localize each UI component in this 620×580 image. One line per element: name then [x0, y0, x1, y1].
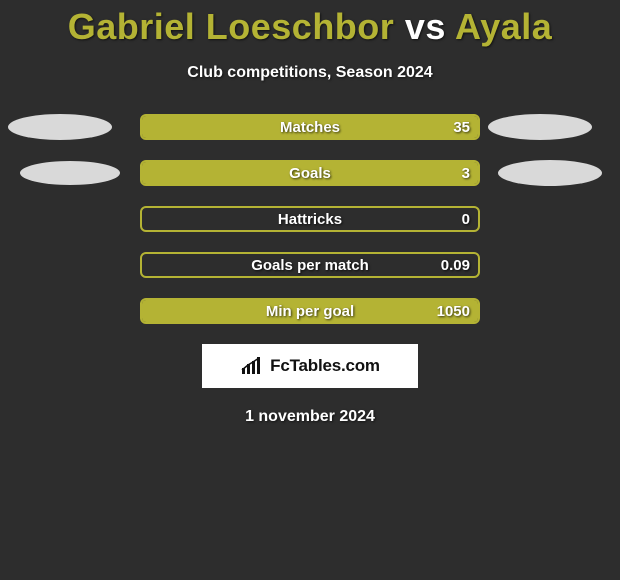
stat-row: Min per goal1050: [0, 298, 620, 324]
vs-text: vs: [405, 6, 446, 47]
stat-label: Matches: [142, 116, 478, 138]
left-ellipse: [8, 114, 112, 140]
stat-bar: Min per goal1050: [140, 298, 480, 324]
stat-label: Min per goal: [142, 300, 478, 322]
stat-value: 1050: [437, 300, 470, 322]
stat-rows: Matches35 Goals3 Hattricks0 Goals per match…: [0, 114, 620, 324]
stat-value: 0.09: [441, 254, 470, 276]
player1-name: Gabriel Loeschbor: [68, 6, 395, 47]
stat-value: 3: [462, 162, 470, 184]
stat-bar: Matches35: [140, 114, 480, 140]
player2-name: Ayala: [455, 6, 552, 47]
stat-row: Hattricks0: [0, 206, 620, 232]
right-ellipse: [488, 114, 592, 140]
stat-bar: Goals3: [140, 160, 480, 186]
right-ellipse: [498, 160, 602, 186]
stat-label: Goals: [142, 162, 478, 184]
brand-text: FcTables.com: [270, 356, 380, 376]
stat-row: Goals per match0.09: [0, 252, 620, 278]
stat-label: Hattricks: [142, 208, 478, 230]
brand-badge: FcTables.com: [202, 344, 418, 388]
stat-bar: Hattricks0: [140, 206, 480, 232]
comparison-title: Gabriel Loeschbor vs Ayala: [0, 0, 620, 48]
stat-row: Goals3: [0, 160, 620, 186]
left-ellipse: [20, 161, 120, 185]
stat-bar: Goals per match0.09: [140, 252, 480, 278]
stat-value: 0: [462, 208, 470, 230]
stat-label: Goals per match: [142, 254, 478, 276]
bar-chart-icon: [240, 356, 264, 376]
subtitle: Club competitions, Season 2024: [0, 64, 620, 82]
stat-row: Matches35: [0, 114, 620, 140]
date-text: 1 november 2024: [0, 408, 620, 426]
stat-value: 35: [453, 116, 470, 138]
